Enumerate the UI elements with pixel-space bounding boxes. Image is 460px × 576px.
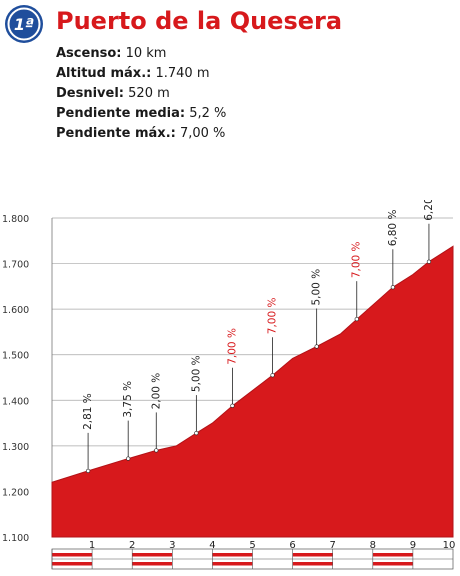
y-tick-label: 1.500 xyxy=(2,351,29,362)
km-scale-segment xyxy=(52,562,93,566)
gradient-label: 6,20 % xyxy=(423,200,435,221)
segment-marker-dot xyxy=(154,448,159,453)
y-tick-label: 1.700 xyxy=(2,260,29,271)
x-tick-label: 6 xyxy=(289,540,295,551)
gradient-label: 2,81 % xyxy=(82,393,94,430)
km-scale-segment xyxy=(292,553,333,557)
stat-average-gradient: Pendiente media: 5,2 % xyxy=(56,104,226,124)
segment-marker-dot xyxy=(194,430,199,436)
gradient-label: 7,00 % xyxy=(351,241,363,278)
km-scale-segment xyxy=(212,553,253,557)
gradient-label: 5,00 % xyxy=(311,269,323,306)
km-scale-segment xyxy=(132,562,173,566)
x-tick-label: 1 xyxy=(89,540,95,551)
y-tick-label: 1.400 xyxy=(2,396,29,407)
segment-marker-dot xyxy=(354,317,359,322)
gradient-label: 2,00 % xyxy=(150,373,162,410)
gradient-label: 7,00 % xyxy=(267,298,279,335)
x-tick-label: 7 xyxy=(330,540,336,551)
stat-value: 520 m xyxy=(128,86,170,101)
stat-ascent: Ascenso: 10 km xyxy=(56,44,226,64)
elevation-profile-chart: 1.100 1.200 1.300 1.400 1.500 1.600 1.700 1.800… xyxy=(2,200,456,570)
segment-marker-dot xyxy=(426,259,432,264)
segment-marker-dot xyxy=(230,403,235,408)
climb-stats: Ascenso: 10 km Altitud máx.: 1.740 m Des… xyxy=(56,44,226,144)
stat-max-gradient: Pendiente máx.: 7,00 % xyxy=(56,124,226,144)
stat-label: Pendiente media: xyxy=(56,106,186,121)
stat-value: 1.740 m xyxy=(155,66,210,81)
segment-marker-dot xyxy=(270,373,275,378)
stat-max-altitude: Altitud máx.: 1.740 m xyxy=(56,64,226,84)
km-scale-segment xyxy=(52,553,93,557)
stat-value: 5,2 % xyxy=(189,106,227,121)
y-tick-label: 1.300 xyxy=(2,442,29,453)
x-tick-label: 10 xyxy=(443,540,456,551)
stat-label: Pendiente máx.: xyxy=(56,126,176,141)
stat-elevation-gain: Desnivel: 520 m xyxy=(56,84,226,104)
segment-marker-dot xyxy=(390,285,395,290)
km-scale-segment xyxy=(292,562,333,566)
x-tick-label: 3 xyxy=(169,540,175,551)
x-tick-label: 8 xyxy=(370,540,376,551)
y-tick-label: 1.800 xyxy=(2,214,29,225)
segment-marker-dot xyxy=(85,468,91,474)
category-badge: 1ª xyxy=(5,5,43,43)
segment-marker-dot xyxy=(314,344,319,349)
y-tick-label: 1.600 xyxy=(2,305,29,316)
profile-area xyxy=(51,245,454,538)
segment-marker-dot xyxy=(126,456,131,461)
stat-label: Desnivel: xyxy=(56,86,125,101)
km-scale-segment xyxy=(372,553,413,557)
gradient-label: 6,80 % xyxy=(387,210,399,247)
gradient-label: 5,00 % xyxy=(190,355,202,392)
x-tick-label: 5 xyxy=(249,540,255,551)
stat-value: 7,00 % xyxy=(179,126,226,141)
x-tick-label: 9 xyxy=(410,540,416,551)
km-scale-segment xyxy=(132,553,173,557)
gradient-label: 7,00 % xyxy=(226,328,238,365)
y-tick-label: 1.100 xyxy=(2,533,29,544)
x-tick-label: 4 xyxy=(209,540,215,551)
stat-label: Ascenso: xyxy=(56,46,122,61)
y-tick-label: 1.200 xyxy=(2,487,29,498)
page-title: Puerto de la Quesera xyxy=(56,7,343,35)
km-scale-segment xyxy=(212,562,253,566)
badge-text: 1ª xyxy=(14,15,34,34)
km-scale-segment xyxy=(372,562,413,566)
gradient-label: 3,75 % xyxy=(122,381,134,418)
badge-circle xyxy=(5,5,43,43)
stat-value: 10 km xyxy=(125,46,167,61)
badge-ring xyxy=(7,7,41,41)
x-tick-label: 2 xyxy=(129,540,135,551)
stat-label: Altitud máx.: xyxy=(56,66,152,81)
